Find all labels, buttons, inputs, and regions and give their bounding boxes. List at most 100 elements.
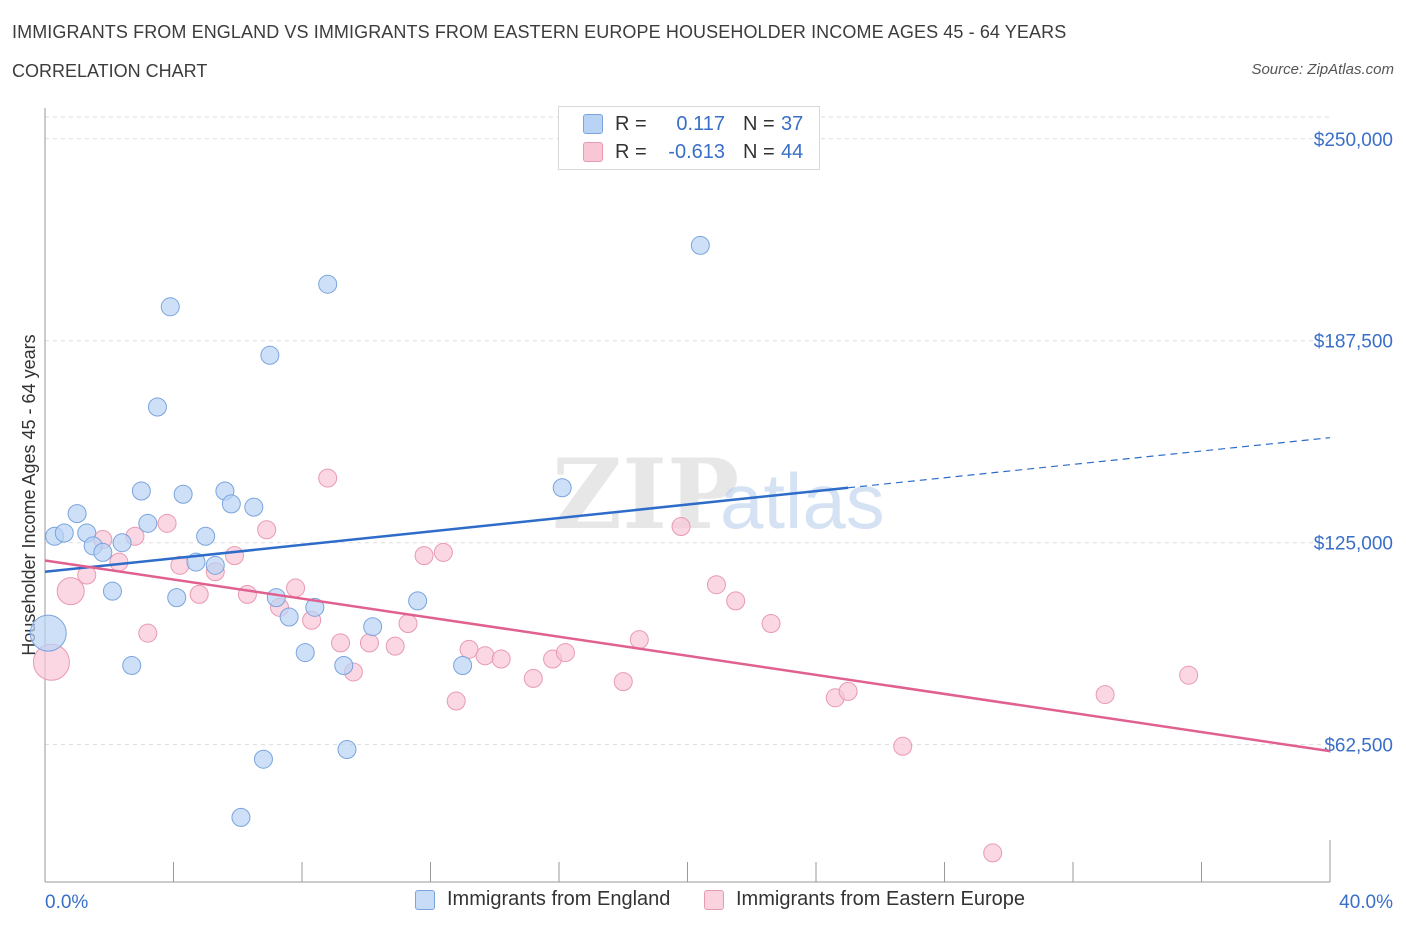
chart-title: IMMIGRANTS FROM ENGLAND VS IMMIGRANTS FR… [12, 22, 1067, 42]
eastern-europe-point [257, 520, 277, 540]
england-point [54, 523, 74, 543]
eastern-europe-point [1179, 665, 1199, 685]
england-point [138, 513, 158, 533]
eastern-europe-point [446, 691, 466, 711]
eastern-europe-point [433, 542, 453, 562]
england-swatch [415, 889, 435, 910]
england-point [337, 740, 357, 760]
eastern-europe-point [555, 643, 575, 663]
eastern-europe-point [359, 633, 379, 653]
england-trend-extension [848, 437, 1331, 489]
eastern-europe-point [331, 633, 351, 653]
england-point [93, 542, 113, 562]
y-tick-label: $125,000 [1314, 534, 1393, 555]
england-point [318, 274, 338, 294]
england-point [160, 297, 180, 317]
england-point [112, 533, 132, 553]
england-point [231, 807, 251, 827]
eastern-europe-swatch [704, 889, 724, 910]
eastern-europe-point [838, 681, 858, 701]
eastern-europe-point [109, 552, 129, 572]
stats-row-eastern-europe: R = -0.613 N = 44 [583, 140, 803, 164]
eastern-europe-point [56, 577, 85, 606]
england-point [279, 607, 299, 627]
england-point [408, 591, 428, 611]
eastern-europe-point [523, 668, 543, 688]
legend-item-eastern-europe[interactable]: Immigrants from Eastern Europe [704, 888, 1025, 911]
eastern-europe-point [491, 649, 511, 669]
england-point [305, 597, 325, 617]
england-point [295, 643, 315, 663]
eastern-europe-point [237, 584, 257, 604]
eastern-europe-point [671, 517, 691, 537]
eastern-europe-trend-line [44, 559, 1331, 753]
legend-label-eastern-europe: Immigrants from Eastern Europe [736, 888, 1025, 910]
england-point [253, 749, 273, 769]
r-label: R = [615, 140, 647, 163]
england-point [552, 478, 572, 498]
england-swatch [583, 114, 603, 134]
x-tick-label: 40.0% [1339, 892, 1393, 913]
y-tick-label: $250,000 [1314, 130, 1393, 151]
source-label: Source: ZipAtlas.com [1251, 61, 1394, 78]
eastern-europe-point [414, 546, 434, 566]
eastern-europe-point [893, 736, 913, 756]
eastern-europe-point [157, 513, 177, 533]
england-point [131, 481, 151, 501]
y-tick-label: $62,500 [1324, 736, 1393, 757]
england-point [690, 235, 710, 255]
r-label: R = [615, 112, 647, 135]
eastern-europe-point [318, 468, 338, 488]
england-point [147, 397, 167, 417]
eastern-europe-point [189, 584, 209, 604]
england-point [363, 617, 383, 637]
y-axis-label: Householder Income Ages 45 - 64 years [19, 334, 39, 655]
stats-legend: R = 0.117 N = 37 R = -0.613 N = 44 [558, 106, 820, 170]
eastern-europe-point [286, 578, 306, 598]
watermark-atlas: atlas [720, 457, 885, 545]
r-value-england: 0.117 [676, 112, 725, 135]
legend-item-england[interactable]: Immigrants from England [415, 888, 670, 911]
n-label: N = [743, 112, 775, 135]
eastern-europe-point [1095, 685, 1115, 705]
n-label: N = [743, 140, 775, 163]
eastern-europe-point [385, 636, 405, 656]
england-point [266, 588, 286, 608]
eastern-europe-point [629, 630, 649, 650]
n-value-england: 37 [781, 112, 804, 135]
chart-subtitle: CORRELATION CHART [12, 61, 208, 81]
series-legend: Immigrants from England Immigrants from … [0, 888, 1406, 916]
x-tick-label: 0.0% [45, 892, 88, 913]
england-trend-line [44, 486, 849, 574]
england-point [205, 555, 225, 575]
eastern-europe-point [138, 623, 158, 643]
watermark-zip: ZIP [552, 438, 739, 551]
england-point [260, 345, 280, 365]
england-point [122, 655, 142, 675]
england-point [334, 655, 354, 675]
eastern-europe-point [983, 843, 1003, 863]
r-value-eastern-europe: -0.613 [668, 140, 725, 163]
y-tick-label: $187,500 [1314, 332, 1393, 353]
eastern-europe-point [459, 639, 479, 659]
eastern-europe-point [761, 613, 781, 633]
legend-label-england: Immigrants from England [447, 888, 671, 910]
england-point [67, 504, 87, 524]
eastern-europe-point [225, 546, 245, 566]
stats-row-england: R = 0.117 N = 37 [583, 112, 803, 136]
england-point [167, 588, 187, 608]
england-point [221, 494, 241, 514]
england-point [173, 484, 193, 504]
england-point [102, 581, 122, 601]
eastern-europe-point [613, 672, 633, 692]
england-point [244, 497, 264, 517]
eastern-europe-point [726, 591, 746, 611]
eastern-europe-point [475, 646, 495, 666]
n-value-eastern-europe: 44 [781, 140, 804, 163]
england-point [29, 614, 67, 652]
eastern-europe-swatch [583, 142, 603, 162]
england-point [453, 655, 473, 675]
england-point [196, 526, 216, 546]
eastern-europe-point [398, 613, 418, 633]
eastern-europe-point [706, 575, 726, 595]
